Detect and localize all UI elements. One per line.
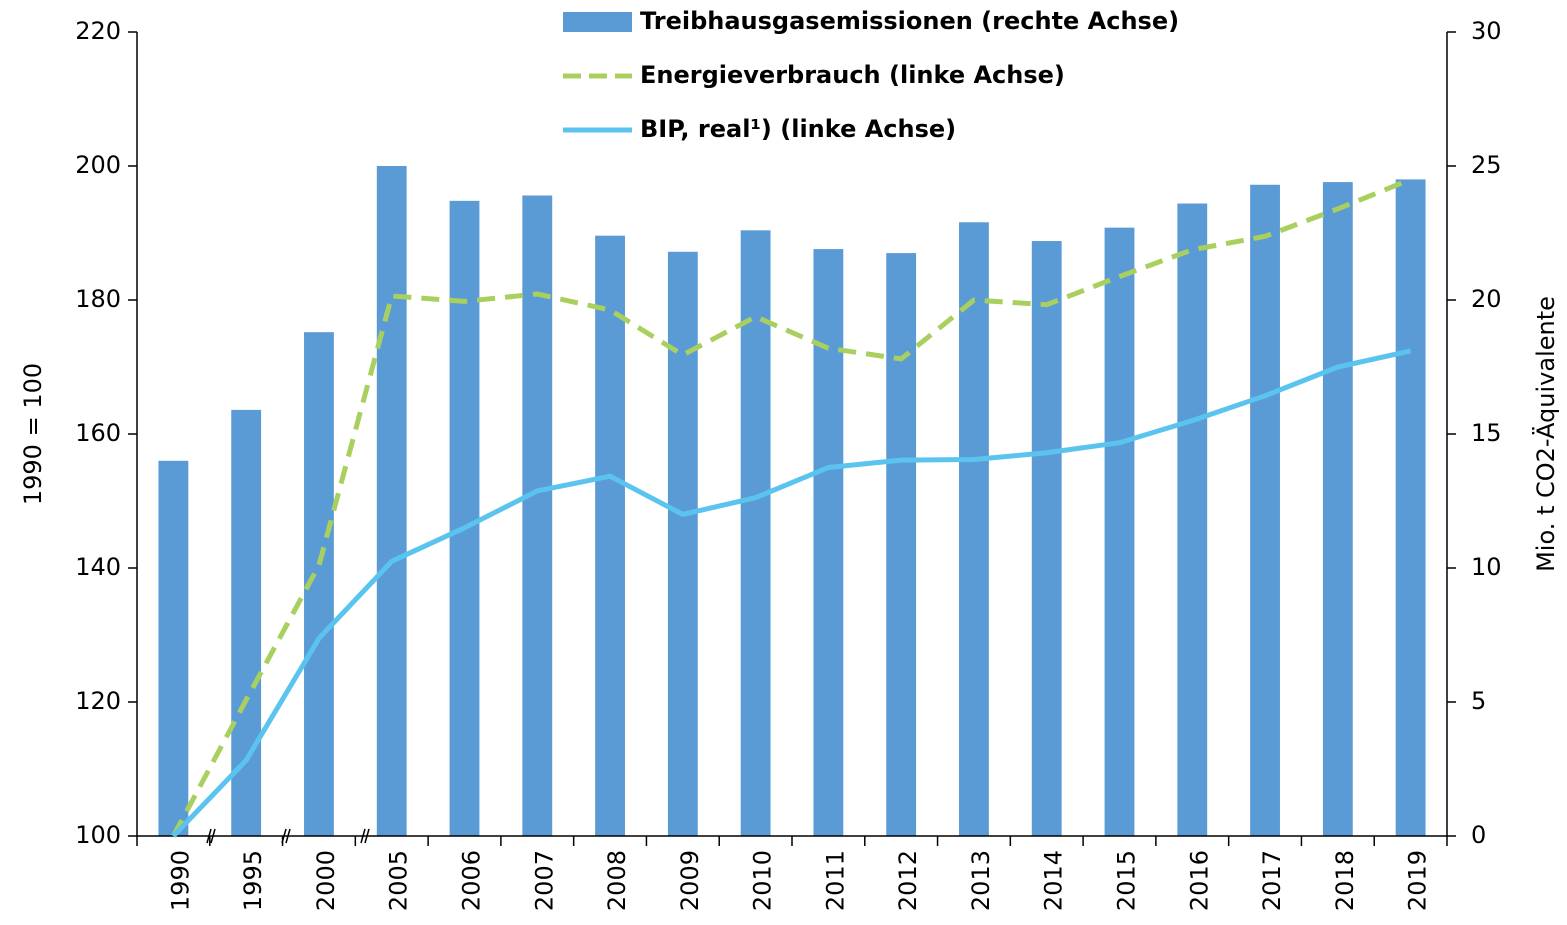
x-tick-label: 1990 (166, 850, 194, 911)
y-tick-label: 160 (75, 419, 121, 447)
x-tick-label: 1995 (239, 850, 267, 911)
x-tick-label: 2009 (676, 850, 704, 911)
y2-axis-label: Mio. t CO2-Äquivalente (1531, 296, 1560, 572)
y-tick-label: 100 (75, 821, 121, 849)
y2-tick-label: 0 (1471, 821, 1486, 849)
y2-tick-label: 5 (1471, 687, 1486, 715)
line-series (171, 177, 1412, 838)
x-tick-label: 2016 (1185, 850, 1213, 911)
bar (667, 251, 698, 836)
x-tick-label: 2005 (385, 850, 413, 911)
bar (595, 235, 625, 836)
x-tick-label: 2018 (1331, 850, 1359, 911)
bar (959, 222, 989, 836)
x-tick-label: 2013 (967, 850, 995, 911)
bar (158, 460, 189, 836)
y2-tick-label: 25 (1471, 151, 1502, 179)
bar (231, 409, 262, 836)
bar (813, 249, 844, 836)
y2-tick-label: 15 (1471, 419, 1502, 447)
x-tick-label: 2014 (1040, 850, 1068, 911)
bar (1031, 241, 1062, 837)
y2-tick-label: 20 (1471, 285, 1502, 313)
x-tick-label: 2019 (1404, 850, 1432, 911)
bar (1177, 203, 1208, 836)
x-tick-label: 2000 (312, 850, 340, 911)
x-tick-label: 2011 (821, 850, 849, 911)
y-tick-label: 200 (75, 151, 121, 179)
bar (376, 166, 407, 836)
bar (449, 200, 480, 837)
x-tick-label: 2017 (1258, 850, 1286, 911)
y-tick-label: 180 (75, 285, 121, 313)
x-tick-label: 2010 (749, 850, 777, 911)
bar (740, 230, 771, 836)
y-tick-label: 120 (75, 687, 121, 715)
x-tick-label: 2015 (1113, 850, 1141, 911)
legend-swatch (563, 12, 632, 32)
bar (1104, 227, 1135, 836)
y-tick-label: 140 (75, 553, 121, 581)
x-tick-label: 2007 (530, 850, 558, 911)
y2-tick-label: 30 (1471, 17, 1502, 45)
x-tick-label: 2012 (894, 850, 922, 911)
legend-label: Energieverbrauch (linke Achse) (640, 61, 1065, 89)
x-tick-label: 2008 (603, 850, 631, 911)
legend-label: BIP, real¹) (linke Achse) (640, 115, 956, 143)
line-series (171, 348, 1412, 838)
bar (1322, 182, 1353, 836)
bar (886, 253, 917, 837)
legend-label: Treibhausgasemissionen (rechte Achse) (640, 7, 1179, 35)
y-tick-label: 220 (75, 17, 121, 45)
y-axis-label: 1990 = 100 (19, 363, 47, 505)
bar (522, 195, 553, 837)
y2-tick-label: 10 (1471, 553, 1502, 581)
bar (1395, 179, 1426, 836)
x-tick-label: 2006 (458, 850, 486, 911)
bar (1250, 184, 1280, 836)
